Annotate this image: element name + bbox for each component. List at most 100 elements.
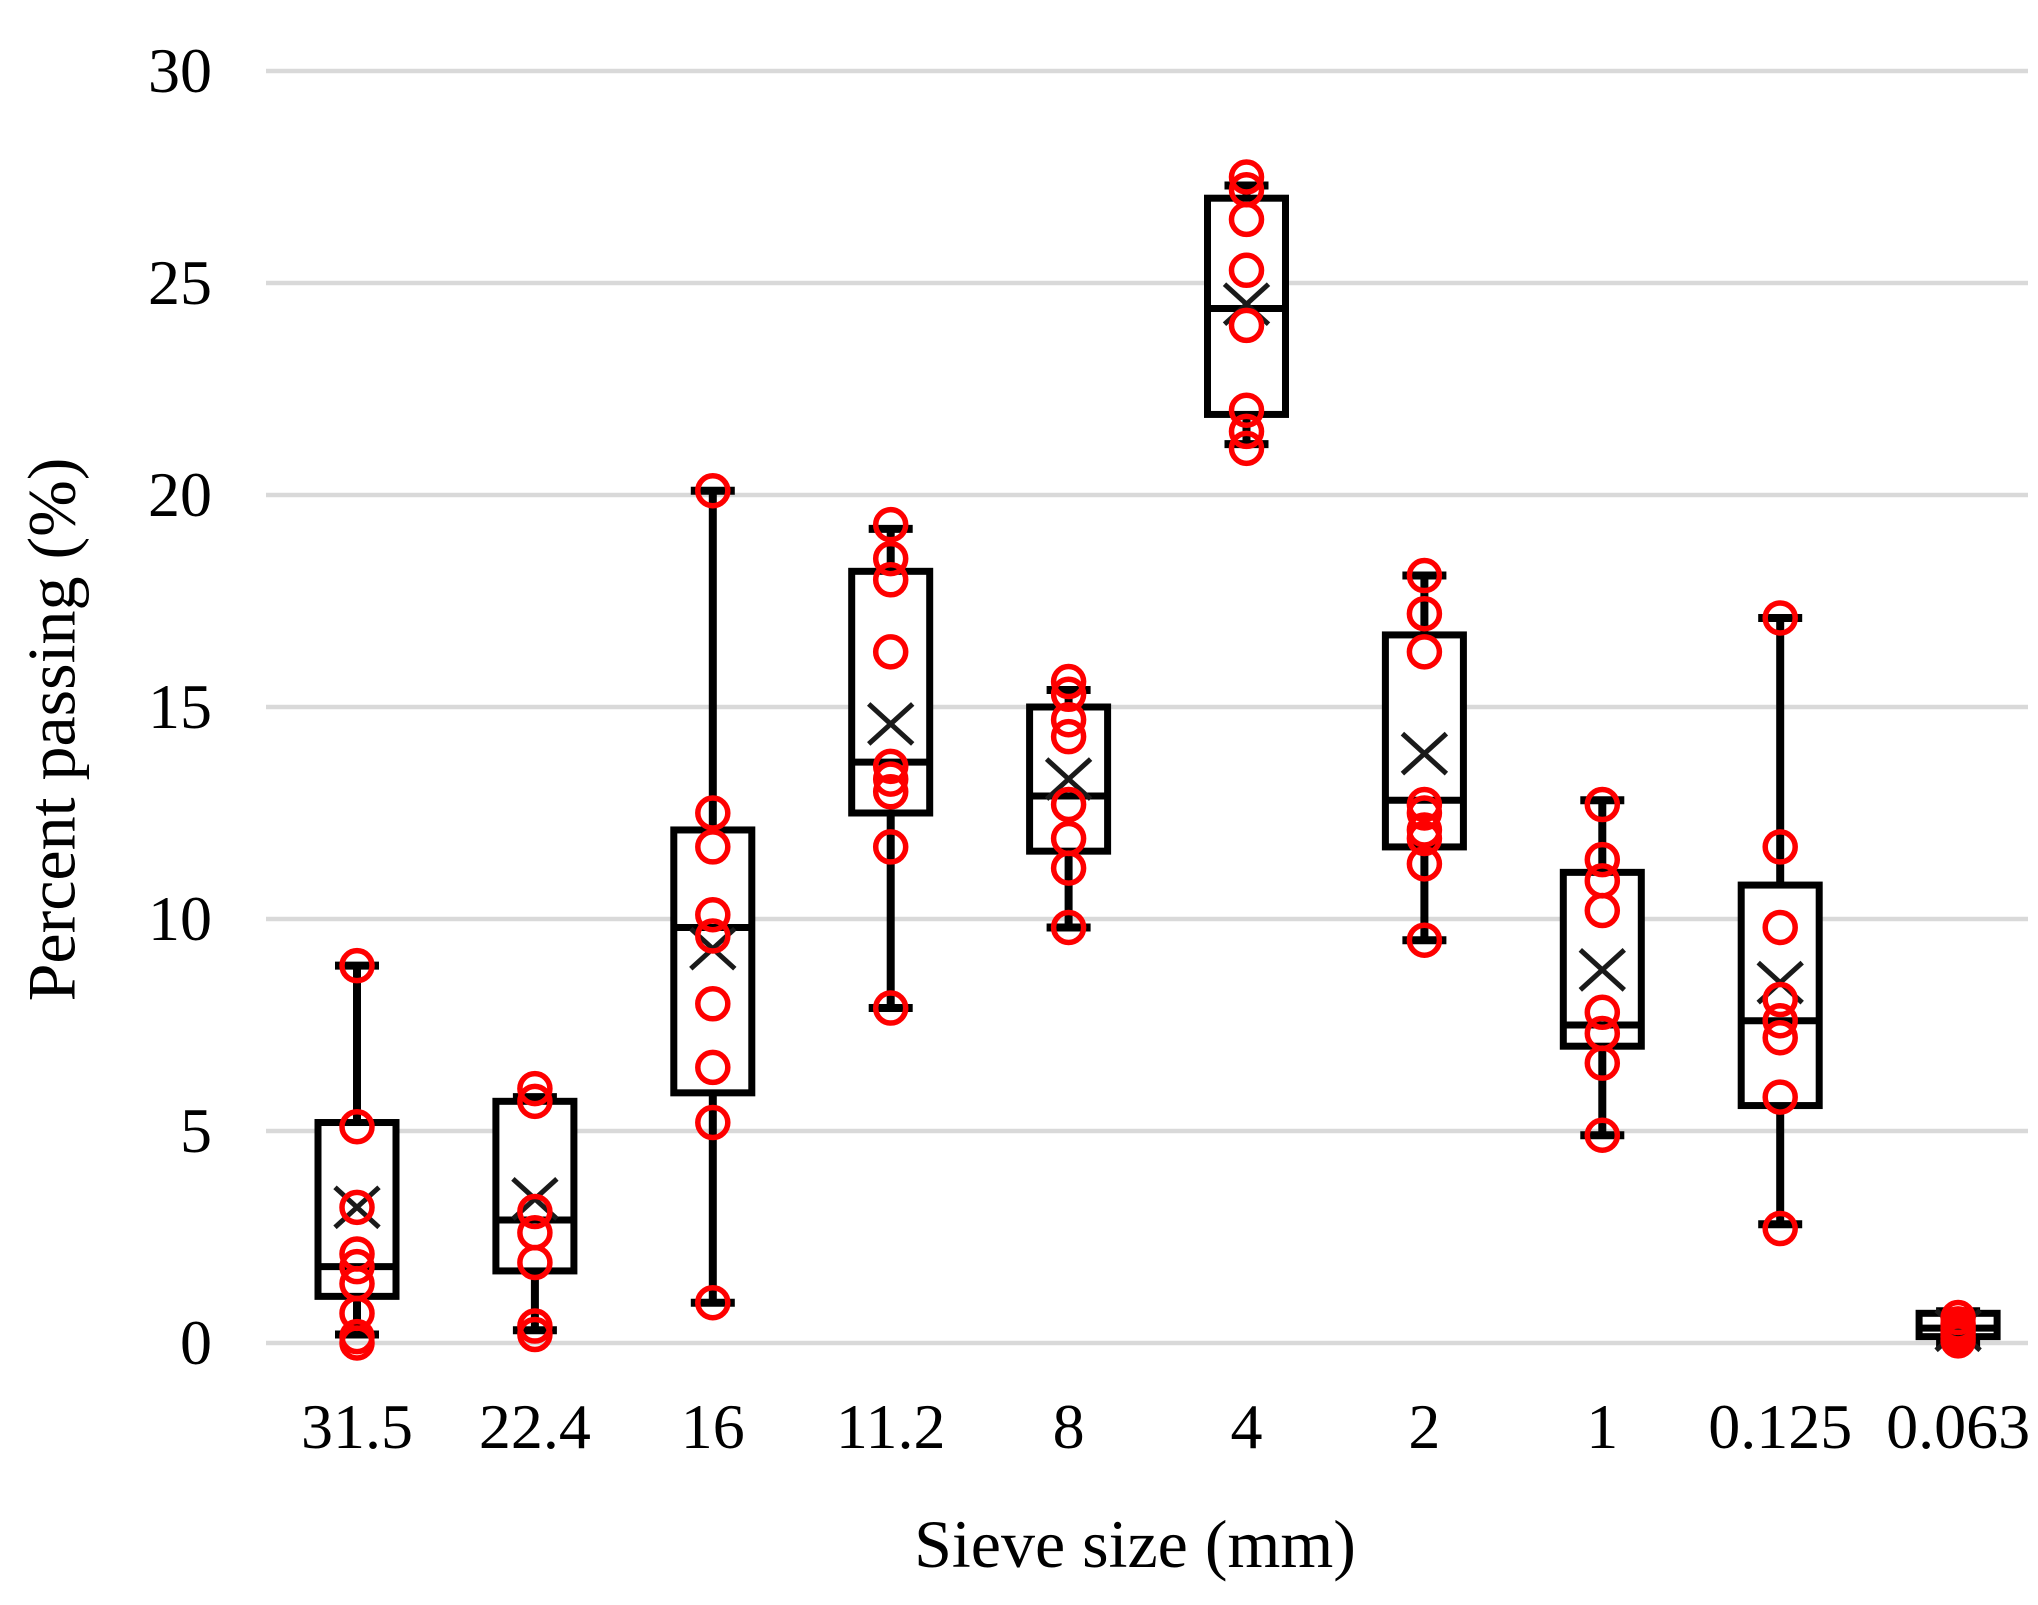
box-group-0.063 xyxy=(1915,1299,2001,1359)
x-tick-label: 11.2 xyxy=(836,1391,946,1462)
box-group-16 xyxy=(670,473,756,1321)
y-tick-label: 0 xyxy=(180,1307,212,1378)
data-point xyxy=(517,1316,553,1353)
data-point xyxy=(695,918,731,954)
data-point xyxy=(1584,1117,1621,1153)
data-point xyxy=(1228,159,1265,195)
data-point xyxy=(1584,994,1621,1031)
box-group-0.125 xyxy=(1737,600,1823,1247)
x-tick-label: 2 xyxy=(1408,1391,1440,1462)
data-point xyxy=(1406,595,1443,632)
box-group-11.2 xyxy=(848,506,934,1026)
data-point xyxy=(1762,600,1798,636)
data-point xyxy=(1228,392,1265,428)
x-tick-label: 31.5 xyxy=(301,1391,413,1462)
data-point xyxy=(517,1244,553,1281)
data-point xyxy=(872,829,909,865)
data-point xyxy=(1228,201,1265,238)
iqr-box xyxy=(492,1097,578,1275)
data-point xyxy=(339,1109,375,1145)
y-tick-label: 5 xyxy=(180,1095,212,1166)
data-point xyxy=(872,562,909,598)
data-point xyxy=(872,540,909,577)
data-point xyxy=(695,473,731,509)
x-tick-label: 22.4 xyxy=(479,1391,591,1462)
data-point xyxy=(872,634,909,670)
data-point xyxy=(1762,1079,1798,1115)
box-group-31.5 xyxy=(314,947,400,1361)
data-point xyxy=(695,1104,731,1141)
data-point xyxy=(872,506,909,543)
box-group-4 xyxy=(1204,159,1289,467)
data-point xyxy=(695,1284,731,1321)
y-tick-label: 25 xyxy=(148,247,212,318)
y-axis-title: Percent passing (%) xyxy=(13,457,90,1002)
data-point xyxy=(1050,909,1087,946)
mean-x-icon xyxy=(867,702,915,746)
x-tick-label: 4 xyxy=(1231,1391,1263,1462)
data-point xyxy=(517,1083,553,1120)
data-point xyxy=(1228,252,1265,289)
data-point xyxy=(1762,909,1798,946)
data-point xyxy=(1050,850,1087,886)
data-point xyxy=(1228,307,1265,344)
data-point xyxy=(339,1248,375,1285)
data-point xyxy=(695,986,731,1022)
data-point xyxy=(517,1070,553,1107)
y-tick-label: 15 xyxy=(148,671,212,742)
y-tick-label: 10 xyxy=(148,883,212,954)
x-tick-label: 1 xyxy=(1586,1391,1618,1462)
x-tick-label: 0.063 xyxy=(1886,1391,2030,1462)
data-point xyxy=(872,748,909,785)
data-point xyxy=(872,761,909,797)
data-point xyxy=(1050,663,1087,700)
x-tick-label: 0.125 xyxy=(1708,1391,1852,1462)
mean-x-icon xyxy=(333,1185,381,1230)
data-point xyxy=(1050,786,1087,823)
data-point xyxy=(695,1049,731,1086)
data-point xyxy=(1762,1019,1798,1056)
box-group-2 xyxy=(1381,557,1467,958)
data-point xyxy=(1406,795,1443,831)
data-point xyxy=(1762,981,1798,1018)
y-tick-label: 30 xyxy=(148,35,212,106)
box-group-8 xyxy=(1026,663,1112,946)
data-point xyxy=(695,795,731,831)
data-point xyxy=(1050,718,1087,755)
data-point xyxy=(1584,892,1621,929)
x-tick-label: 8 xyxy=(1053,1391,1085,1462)
data-point xyxy=(1406,846,1443,882)
data-point xyxy=(695,897,731,933)
data-point xyxy=(1406,634,1443,670)
box-group-1 xyxy=(1559,786,1645,1153)
data-point xyxy=(872,990,909,1026)
data-point xyxy=(1406,557,1443,594)
mean-x-icon xyxy=(1400,731,1449,776)
data-point xyxy=(1228,430,1265,467)
data-point xyxy=(1050,701,1087,738)
data-point xyxy=(339,1325,375,1361)
mean-x-icon xyxy=(1578,948,1626,992)
data-point xyxy=(339,1189,375,1226)
data-point xyxy=(1940,1323,1976,1359)
iqr-box xyxy=(1737,881,1823,1110)
iqr-box xyxy=(670,826,756,1097)
x-tick-label: 16 xyxy=(681,1391,745,1462)
data-point xyxy=(1050,676,1087,713)
x-axis-title: Sieve size (mm) xyxy=(914,1506,1356,1582)
y-tick-label: 20 xyxy=(148,459,212,530)
data-point xyxy=(339,947,375,984)
box-group-22.4 xyxy=(492,1070,578,1353)
data-point xyxy=(872,774,909,810)
data-point xyxy=(1406,922,1443,958)
data-point xyxy=(695,829,731,865)
iqr-box xyxy=(848,567,934,817)
data-point xyxy=(1228,413,1265,450)
data-point xyxy=(1762,1210,1798,1247)
data-point xyxy=(1584,841,1621,878)
data-point xyxy=(1584,1045,1621,1081)
data-point xyxy=(1762,1003,1798,1039)
data-point xyxy=(1584,786,1621,823)
